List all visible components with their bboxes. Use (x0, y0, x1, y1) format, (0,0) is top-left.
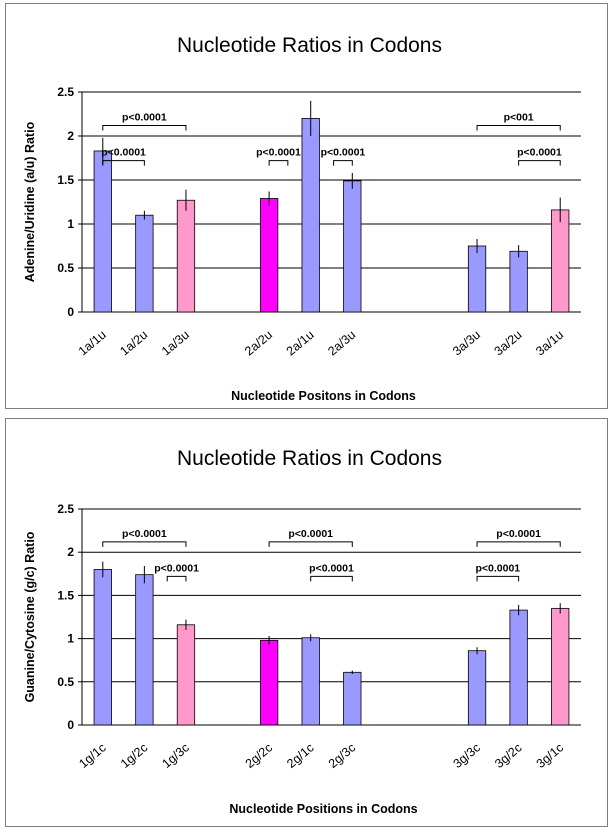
chart-title: Nucleotide Ratios in Codons (177, 447, 442, 470)
x-axis-title: Nucleotide Positions in Codons (229, 802, 417, 816)
bar-2a-2u (259, 198, 279, 313)
significance-bracket (102, 124, 187, 131)
category-label: 2g/3c (326, 741, 358, 771)
bar-1a-3u (176, 199, 196, 313)
y-tick-label: 2 (67, 545, 74, 559)
category-label: 3a/1u (533, 328, 566, 359)
significance-bracket (476, 541, 561, 547)
chart-panel-au: Nucleotide Ratios in Codons 0 0.5 1 1.5 2 2.5 1… (5, 3, 608, 409)
category-label: 1a/1u (76, 328, 109, 359)
y-axis-title: Guanine/Cytosine (g/c) Ratio (23, 531, 37, 702)
bar-3a-1u (551, 209, 570, 313)
p-value-label: p<0.0001 (256, 147, 301, 159)
category-label: 1a/2u (117, 328, 150, 359)
x-axis-title: Nucleotide Positons in Codons (231, 389, 416, 403)
chart-panel-gc: Nucleotide Ratios in Codons 0 0.5 1 1.5 2 2.5 1… (5, 418, 608, 827)
significance-bracket (333, 160, 353, 166)
category-label: 1a/3u (159, 328, 192, 359)
bar-1a-2u (135, 214, 154, 313)
bar-1a-1u (93, 150, 112, 313)
category-label: 3a/2u (492, 328, 525, 359)
significance-bracket (102, 541, 187, 547)
p-value-label: p<0.0001 (288, 528, 333, 540)
significance-bracket (268, 160, 289, 166)
bar-2a-3u (343, 180, 362, 313)
category-label: 1g/3c (159, 741, 191, 771)
chart-au: Nucleotide Ratios in Codons 0 0.5 1 1.5 2 2.5 1… (23, 34, 581, 403)
p-value-label: p<0.0001 (101, 147, 146, 159)
chart-gc: Nucleotide Ratios in Codons 0 0.5 1 1.5 2 2.5 1… (23, 447, 581, 816)
y-tick-label: 1 (67, 632, 74, 646)
bar-2a-1u (301, 118, 320, 313)
significance-bracket (518, 160, 561, 166)
category-label: 2a/2u (242, 328, 275, 359)
y-tick-label: 0.5 (57, 261, 74, 275)
bar-1g-3c (176, 624, 196, 726)
p-value-label: p<0.0001 (122, 111, 167, 123)
p-value-label: p<0.0001 (122, 528, 167, 540)
category-label: 2g/1c (284, 741, 316, 771)
p-value-label: p<0.0001 (309, 562, 354, 574)
y-tick-label: 2.5 (57, 85, 74, 99)
bar-3a-2u (509, 250, 528, 313)
significance-bracket (166, 575, 187, 582)
p-value-label: p<0.0001 (154, 562, 199, 574)
bar-1g-1c (93, 569, 112, 726)
bar-2g-1c (301, 637, 320, 726)
category-label: 3g/2c (492, 741, 524, 771)
y-tick-label: 0 (67, 305, 74, 319)
bar-3a-3u (467, 245, 487, 313)
category-label: 2g/2c (243, 741, 275, 771)
p-value-label: p<0.0001 (475, 562, 520, 574)
category-label: 2a/1u (284, 328, 317, 359)
p-value-label: p<001 (504, 111, 534, 123)
bar-1g-2c (135, 574, 154, 726)
category-label: 1g/2c (118, 741, 150, 771)
bar-2g-2c (259, 639, 279, 726)
y-tick-label: 2 (67, 129, 74, 143)
y-tick-label: 0 (67, 718, 74, 732)
category-label: 3g/1c (534, 741, 566, 771)
significance-bracket (310, 575, 353, 582)
p-value-label: p<0.0001 (496, 528, 541, 540)
category-label: 2a/3u (325, 328, 358, 359)
y-axis-title: Adenine/Uridine (a/u) Ratio (23, 121, 37, 282)
y-tick-label: 0.5 (57, 675, 74, 689)
significance-bracket (102, 160, 145, 166)
category-label: 1g/1c (76, 741, 108, 771)
bar-3g-3c (467, 650, 487, 726)
p-value-label: p<0.0001 (517, 147, 562, 159)
bar-3g-2c (509, 609, 528, 726)
category-label: 3a/3u (450, 328, 483, 359)
y-tick-label: 1 (67, 217, 74, 231)
p-value-label: p<0.0001 (321, 147, 366, 159)
bar-2g-3c (343, 671, 362, 726)
y-tick-label: 1.5 (57, 588, 74, 602)
significance-bracket (268, 541, 353, 547)
category-label: 3g/3c (451, 741, 483, 771)
bar-3g-1c (551, 607, 570, 726)
chart-title: Nucleotide Ratios in Codons (177, 34, 442, 57)
y-tick-label: 1.5 (57, 173, 74, 187)
y-tick-label: 2.5 (57, 502, 74, 516)
significance-bracket (476, 124, 561, 131)
significance-bracket (476, 575, 520, 582)
